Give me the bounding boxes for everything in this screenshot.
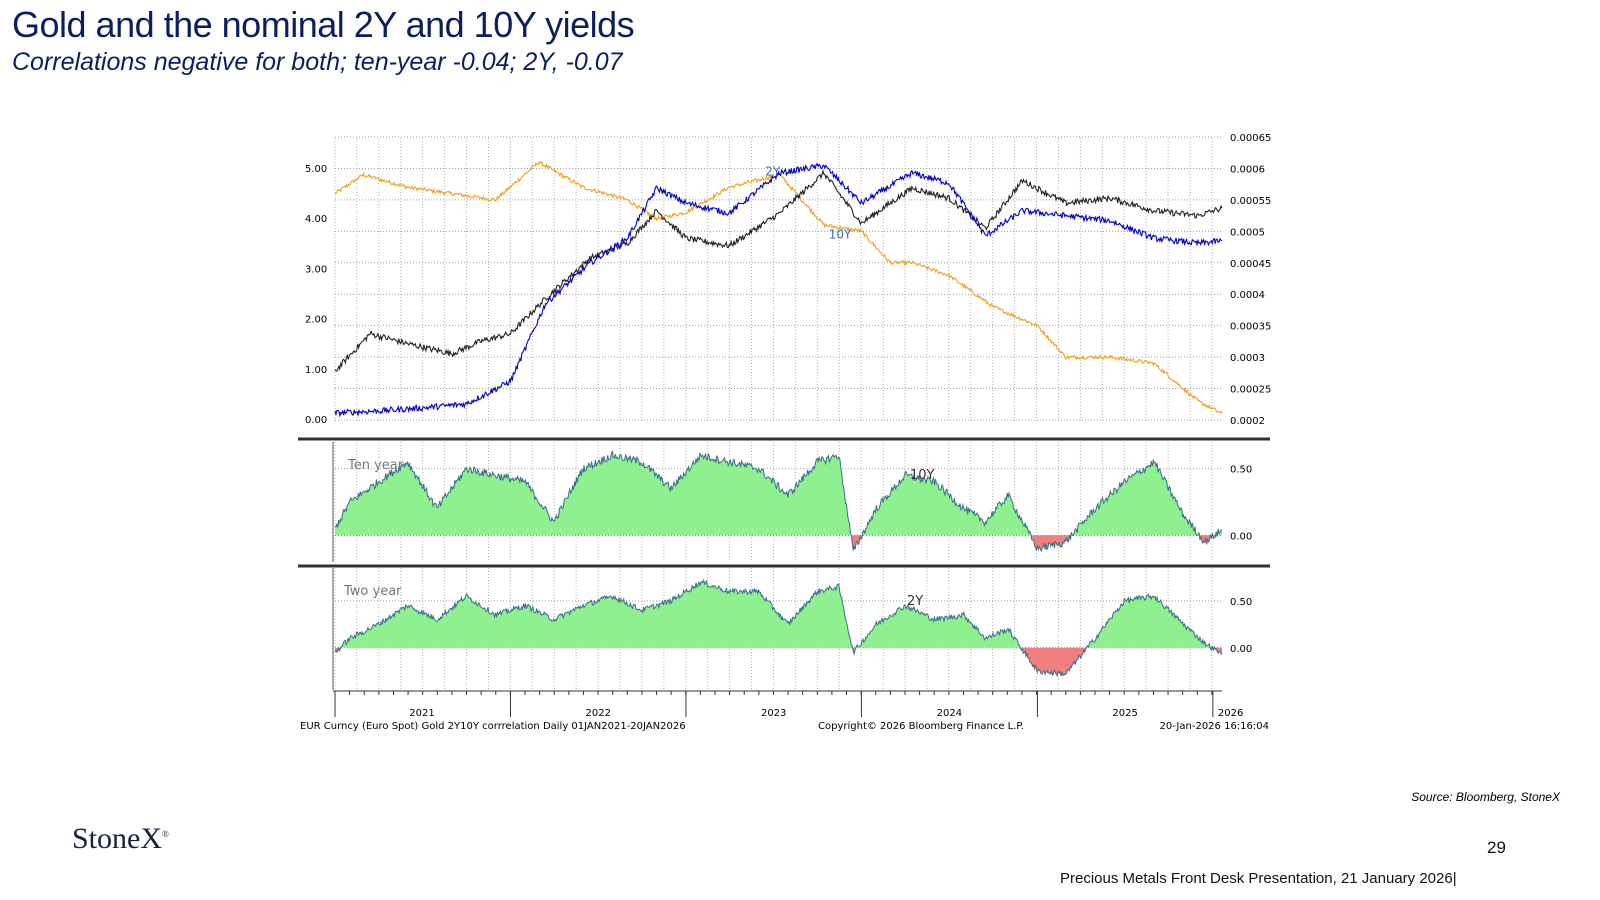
corr-panel-annotation: 10Y: [910, 468, 935, 483]
corr-panel-label: Ten year: [347, 458, 404, 473]
right-axis-tick-label: 0.00045: [1230, 259, 1271, 270]
yield-2y-line: [334, 162, 1223, 418]
chart-caption-left: EUR Curncy (Euro Spot) Gold 2Y10Y corrre…: [300, 721, 686, 732]
right-axis-tick-label: 0.0004: [1230, 290, 1265, 301]
corr-line: [334, 449, 1223, 553]
right-axis-tick-label: 0.0002: [1230, 416, 1265, 427]
chart-caption-center: Copyright© 2026 Bloomberg Finance L.P.: [818, 721, 1024, 732]
page-number: 29: [1487, 838, 1506, 857]
corr-axis-tick-label: 0.50: [1230, 465, 1252, 476]
x-tick-label: 2022: [585, 708, 610, 719]
left-axis-tick-label: 3.00: [305, 264, 327, 275]
corr-axis-tick-label: 0.50: [1230, 597, 1252, 608]
right-axis-tick-label: 0.0003: [1230, 353, 1265, 364]
right-axis-tick-label: 0.0006: [1230, 164, 1265, 175]
right-axis-tick-label: 0.0005: [1230, 227, 1265, 238]
left-axis-tick-label: 1.00: [305, 365, 327, 376]
right-axis-tick-label: 0.00065: [1230, 133, 1271, 144]
logo-registered-mark: ®: [162, 829, 169, 839]
right-axis-tick-label: 0.00025: [1230, 385, 1271, 396]
left-axis-tick-label: 5.00: [305, 164, 327, 175]
left-axis-tick-label: 0.00: [305, 415, 327, 426]
logo-text: StoneX: [72, 822, 162, 855]
yield-10y-line: [334, 168, 1223, 372]
left-axis-tick-label: 4.00: [305, 214, 327, 225]
right-axis-tick-label: 0.00055: [1230, 196, 1271, 207]
corr-panel-annotation: 2Y: [907, 594, 923, 609]
right-axis-tick-label: 0.00035: [1230, 322, 1271, 333]
corr-panel-label: Two year: [343, 584, 402, 599]
corr-axis-tick-label: 0.00: [1230, 644, 1252, 655]
corr-line: [334, 578, 1223, 678]
slide-title: Gold and the nominal 2Y and 10Y yields: [12, 4, 635, 45]
series-annotation: 2Y: [765, 165, 781, 179]
slide-subtitle: Correlations negative for both; ten-year…: [12, 48, 623, 76]
corr-negative-area: [335, 647, 1222, 676]
chart-caption-right: 20-Jan-2026 16:16:04: [1160, 721, 1269, 732]
corr-negative-area: [335, 535, 1222, 551]
x-tick-label: 2023: [761, 708, 786, 719]
series-annotation: 10Y: [829, 227, 852, 241]
x-tick-label: 2024: [937, 708, 962, 719]
x-tick-label: 2025: [1112, 708, 1137, 719]
x-tick-label: 2021: [409, 708, 434, 719]
x-tick-label: 2026: [1218, 708, 1243, 719]
stonex-logo: StoneX®: [72, 822, 169, 856]
footer-text: Precious Metals Front Desk Presentation,…: [1060, 870, 1457, 887]
corr-axis-tick-label: 0.00: [1230, 531, 1252, 542]
left-axis-tick-label: 2.00: [305, 315, 327, 326]
corr-positive-area: [335, 451, 1222, 536]
source-note: Source: Bloomberg, StoneX: [1411, 790, 1560, 804]
